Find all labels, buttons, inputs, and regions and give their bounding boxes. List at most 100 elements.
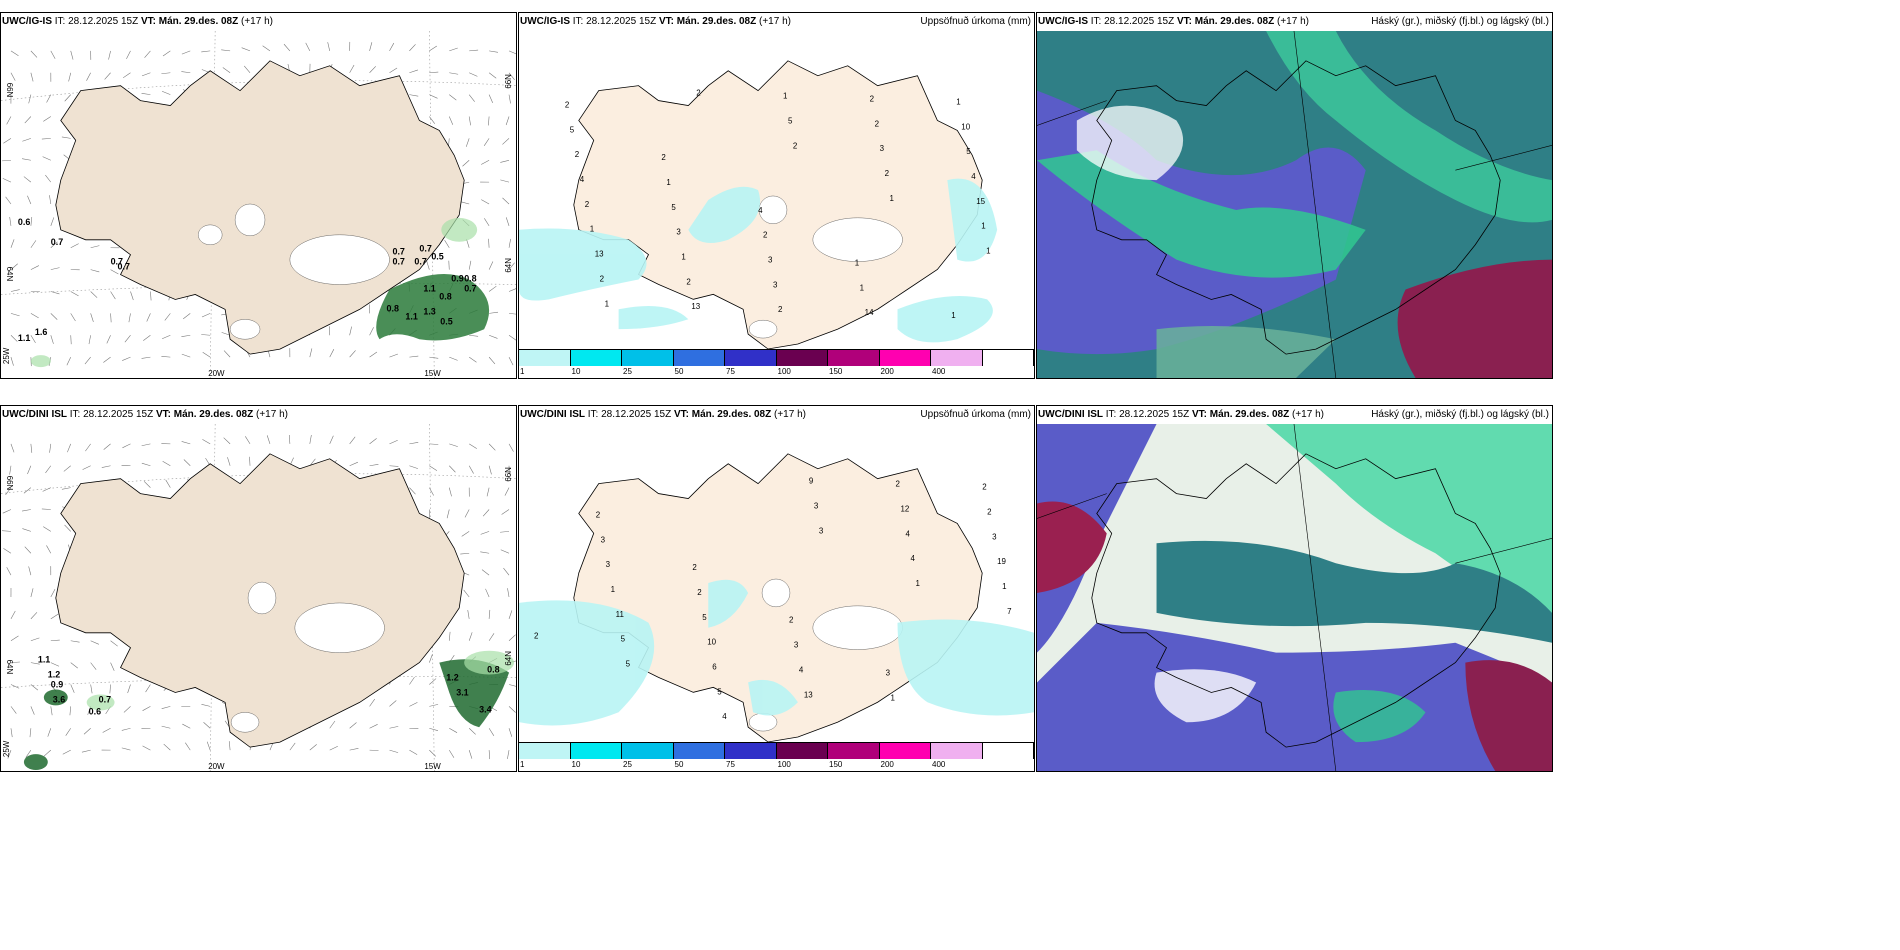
wind-barb [181, 441, 191, 445]
wind-barb [10, 357, 14, 366]
wind-barb [50, 335, 54, 344]
wind-barb [22, 528, 31, 532]
panel-title: Háský (gr.), miðský (fj.bl.) og lágský (… [1371, 16, 1549, 27]
precip-value: 2 [987, 507, 992, 516]
wind-barb [9, 465, 12, 475]
wind-barb [82, 465, 91, 470]
wind-barb [221, 332, 231, 336]
wind-barb [127, 684, 131, 694]
wind-barb [50, 613, 59, 620]
wind-barb [201, 50, 211, 53]
wind-barb [468, 260, 472, 270]
wind-barb [110, 291, 116, 300]
map-precip-top[interactable]: 2 2 4 1 1 5 1 2 1 1 2 5 3 14 10 4 3 3 2 5 2 1 2 2 4 1 2 1 3 15 13 13 5 2 1… [519, 31, 1034, 350]
precip-value: 2 [875, 119, 880, 128]
precip-value: 4 [905, 529, 910, 538]
wind-barb [429, 465, 438, 471]
wind-barb [50, 313, 58, 320]
wind-barb [10, 335, 18, 342]
map-cloud-bot[interactable] [1037, 424, 1552, 771]
wind-barb [349, 436, 356, 445]
panel-title: Uppsöfnuð úrkoma (mm) [920, 409, 1031, 420]
wind-barb [486, 487, 490, 497]
wind-barb [30, 335, 36, 344]
precip-value: 5 [626, 659, 631, 668]
precip-value: 2 [661, 153, 666, 162]
wind-barb [469, 356, 477, 363]
precip-value: 2 [697, 588, 702, 597]
wind-barb [500, 531, 510, 533]
wind-barb [25, 749, 32, 758]
colorbar-swatch: 75 [725, 743, 777, 769]
wind-barb [10, 313, 20, 317]
wind-barb [508, 262, 515, 270]
precip-value: 5 [788, 116, 793, 125]
wind-barb [83, 728, 91, 735]
wind-barb [508, 684, 516, 687]
wind-barb [110, 313, 112, 323]
map-wind-top[interactable]: 0.6 0.7 0.7 0.7 0.5 0.7 0.9 0.8 0.7 0.8 … [1, 31, 516, 378]
precip-value: 2 [534, 632, 539, 641]
wind-barb [84, 356, 91, 365]
wind-barb [504, 487, 510, 496]
wind-barb [409, 487, 416, 495]
precip-value: 3 [886, 668, 891, 677]
colorbar-tick: 100 [777, 367, 791, 376]
precip-value: 2 [575, 150, 580, 159]
wind-barb [409, 69, 419, 74]
wind-barb [389, 465, 399, 467]
panel-cloud-dini: UWC/DINI ISL IT: 28.12.2025 15Z VT: Mán.… [1036, 405, 1553, 772]
iceland-outline [1091, 60, 1501, 355]
wind-barb [2, 178, 12, 183]
colorbar-swatch [982, 743, 1034, 759]
colorbar-tick: 10 [571, 367, 581, 376]
wind-barb [70, 662, 78, 669]
wind-barb [228, 741, 231, 751]
precip-label: 0.5 [440, 316, 452, 326]
colorbar-swatch: 25 [622, 743, 674, 769]
wind-barb [101, 465, 111, 468]
wind-barb [389, 439, 398, 445]
wind-barb [161, 90, 171, 95]
wind-barb [22, 158, 31, 161]
wind-barb [429, 71, 439, 74]
wind-barb [502, 138, 510, 145]
colorbar-swatch: 1 [519, 743, 571, 769]
wind-barb [30, 443, 33, 453]
lat-label-66n-right: 66N [504, 74, 513, 89]
map-cloud-top[interactable] [1037, 31, 1552, 378]
wind-barb [30, 50, 38, 58]
wind-barb [68, 72, 72, 82]
wind-barb [449, 94, 457, 101]
wind-barb [488, 750, 490, 760]
wind-barb [24, 116, 32, 124]
wind-barb [110, 662, 115, 671]
wind-barb [449, 443, 458, 447]
wind-barb [508, 443, 514, 452]
wind-barb [288, 434, 291, 444]
lon-label-20w: 20W [208, 762, 225, 771]
wind-barb [488, 285, 497, 292]
precip-value: 3 [676, 228, 681, 237]
wind-barb [6, 116, 12, 125]
wind-barb [222, 67, 231, 74]
map-precip-bot[interactable]: 2 2 2 3 2 3 2 3 1 2 3 5 4 2 3 1 10 13 12 19 11 6 9 4 1 5 5 3 4 7 5 4 3 1 2 [519, 424, 1034, 743]
wind-barb [10, 706, 17, 714]
wind-barb [468, 116, 471, 126]
map-wind-bot[interactable]: 1.1 1.2 0.9 3.6 0.7 0.6 0.8 1.2 3.1 3.4 … [1, 424, 516, 771]
precip-value: 4 [799, 665, 804, 674]
iceland-outline [1091, 453, 1501, 748]
wind-barb [449, 749, 455, 758]
wind-barb [369, 698, 375, 707]
wind-barb [349, 748, 359, 751]
wind-barb [223, 437, 231, 445]
wind-barb [182, 723, 191, 729]
wind-barb [70, 243, 79, 249]
precip-label: 3.1 [456, 687, 468, 697]
precip-value: 3 [773, 280, 778, 289]
colorbar-tick: 10 [571, 760, 581, 769]
colorbar-swatch: 150 [828, 743, 880, 769]
colorbar-tick: 75 [726, 367, 735, 376]
precip-value: 2 [696, 89, 701, 98]
wind-barb [465, 138, 470, 147]
